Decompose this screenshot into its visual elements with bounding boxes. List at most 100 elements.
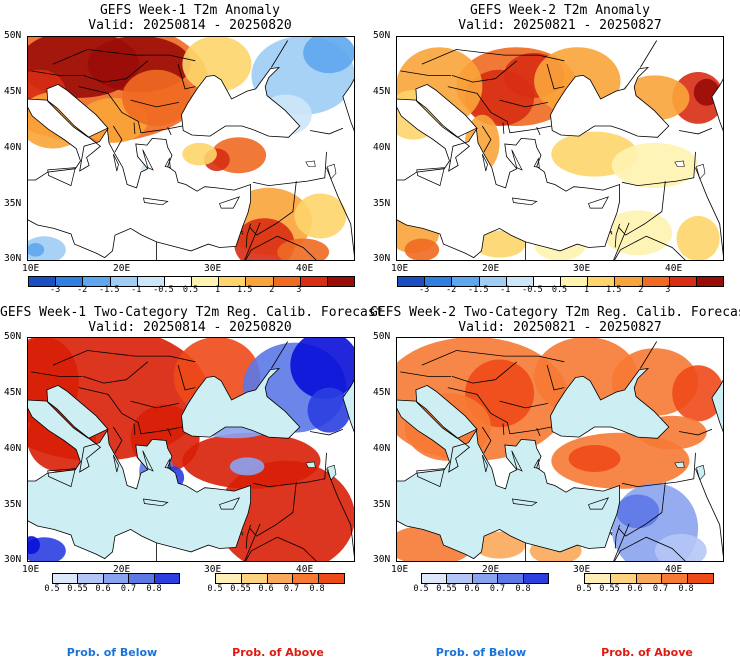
islands xyxy=(47,450,241,510)
island-2 xyxy=(512,498,538,507)
island-5 xyxy=(481,454,488,473)
panel1-colorbar-label-3: -1 xyxy=(131,285,142,295)
panel2-lat-35: 35N xyxy=(373,198,391,209)
border-14 xyxy=(326,468,355,562)
map-frame xyxy=(27,36,355,261)
islands xyxy=(416,149,610,209)
panel3-colorbar-below-label-0: 0.5 xyxy=(44,584,60,594)
mediterranean-sea xyxy=(27,384,252,560)
border-16 xyxy=(270,40,289,68)
field-region-5 xyxy=(672,365,724,422)
field-region-8 xyxy=(290,337,355,399)
panel1-lat-50: 50N xyxy=(4,30,22,41)
border-5 xyxy=(133,423,136,435)
border-16 xyxy=(270,341,289,369)
islands xyxy=(47,149,241,209)
field-region-21 xyxy=(182,142,217,166)
field-region-12 xyxy=(404,238,440,261)
panel1-colorbar-swatch-5 xyxy=(164,277,193,286)
black-sea xyxy=(550,367,670,439)
field-region-6 xyxy=(122,69,191,126)
panel1-colorbar-swatch-3 xyxy=(110,277,138,286)
border-6 xyxy=(536,126,541,136)
panel2-lat-30: 30N xyxy=(373,253,391,264)
panel3-colorbar-below-label-2: 0.6 xyxy=(95,584,111,594)
panel2-colorbar-swatch-6 xyxy=(561,277,589,286)
panel2-lat-50: 50N xyxy=(373,30,391,41)
field-region-9 xyxy=(303,36,355,74)
panel3-above-colorbar-swatch-1 xyxy=(241,574,268,583)
panel4-below-colorbar-swatch-0 xyxy=(422,574,448,583)
panel3-above-colorbar-swatch-0 xyxy=(216,574,242,583)
field-region-14 xyxy=(654,533,707,562)
panel4-lat-45: 45N xyxy=(373,387,391,398)
panel2-colorbar xyxy=(397,276,724,287)
border-14 xyxy=(695,468,724,562)
lake-2 xyxy=(609,231,613,235)
panel1-colorbar-swatch-7 xyxy=(219,277,247,286)
panel2-colorbar-swatch-2 xyxy=(452,277,480,286)
island-4 xyxy=(142,149,154,171)
water-bodies xyxy=(396,66,724,259)
border-15 xyxy=(177,364,196,391)
islands xyxy=(416,450,610,510)
panel3-below-colorbar-swatch-0 xyxy=(53,574,79,583)
border-2 xyxy=(78,86,183,134)
panel3-lon-20: 20E xyxy=(113,564,131,575)
field-region-13 xyxy=(616,494,660,529)
field-region-15 xyxy=(277,238,330,261)
border-3 xyxy=(481,125,492,153)
panel2-colorbar-swatch-3 xyxy=(479,277,507,286)
field-region-10 xyxy=(473,531,526,559)
border-17 xyxy=(400,70,452,76)
panel4-below-colorbar xyxy=(421,573,549,584)
panel4-colorbar-above-label-0: 0.5 xyxy=(576,584,592,594)
panel3-title: GEFS Week-1 Two-Category T2m Reg. Calib.… xyxy=(0,305,384,320)
panel3-lat-30: 30N xyxy=(4,554,22,565)
border-7 xyxy=(253,151,327,187)
panel1-colorbar-label-2: -1.5 xyxy=(99,285,120,295)
panel3-colorbar-below-label-3: 0.7 xyxy=(120,584,137,594)
border-2 xyxy=(447,86,552,134)
border-14 xyxy=(326,167,355,261)
border-9 xyxy=(249,482,297,537)
panel1-colorbar-swatch-11 xyxy=(327,277,355,286)
panel1-colorbar-label-9: 3 xyxy=(296,285,302,295)
field-region-16 xyxy=(676,216,720,261)
panel4-lon-20: 20E xyxy=(482,564,500,575)
border-9 xyxy=(618,482,666,537)
field-region-20 xyxy=(294,193,347,239)
field-region-5 xyxy=(216,460,355,562)
panel1-lon-30: 30E xyxy=(204,263,222,274)
border-3 xyxy=(481,426,492,454)
border-5 xyxy=(133,122,136,134)
panel1-colorbar-swatch-4 xyxy=(137,277,165,286)
island-1 xyxy=(47,167,76,187)
border-8 xyxy=(679,428,713,436)
panel1-title: GEFS Week-1 T2m Anomaly xyxy=(99,3,280,18)
lake-2 xyxy=(240,532,244,536)
black-sea xyxy=(181,367,301,439)
border-5 xyxy=(502,423,505,435)
panel2-map xyxy=(396,36,724,261)
island-3 xyxy=(219,497,241,510)
border-2 xyxy=(447,387,552,435)
border-4 xyxy=(499,99,548,108)
panel3-above-legend: Prob. of Above xyxy=(232,646,324,659)
panel2-colorbar-label-7: 1.5 xyxy=(606,285,622,295)
panel1-colorbar-swatch-8 xyxy=(246,277,274,286)
panel1-subtitle: Valid: 20250814 - 20250820 xyxy=(88,18,292,33)
border-16 xyxy=(639,341,658,369)
border-8 xyxy=(310,127,344,135)
panel4-colorbar-below-label-4: 0.8 xyxy=(515,584,531,594)
border-4 xyxy=(130,99,179,108)
border-12 xyxy=(243,523,261,562)
panel2-colorbar-label-5: 0.5 xyxy=(551,285,568,295)
border-4 xyxy=(130,400,179,409)
field-regions xyxy=(396,337,724,562)
island-5 xyxy=(112,153,119,172)
panel3-colorbar-above-label-3: 0.7 xyxy=(283,584,300,594)
lake-1 xyxy=(674,461,685,468)
border-6 xyxy=(167,427,172,437)
panel2-colorbar-label-2: -1.5 xyxy=(468,285,489,295)
